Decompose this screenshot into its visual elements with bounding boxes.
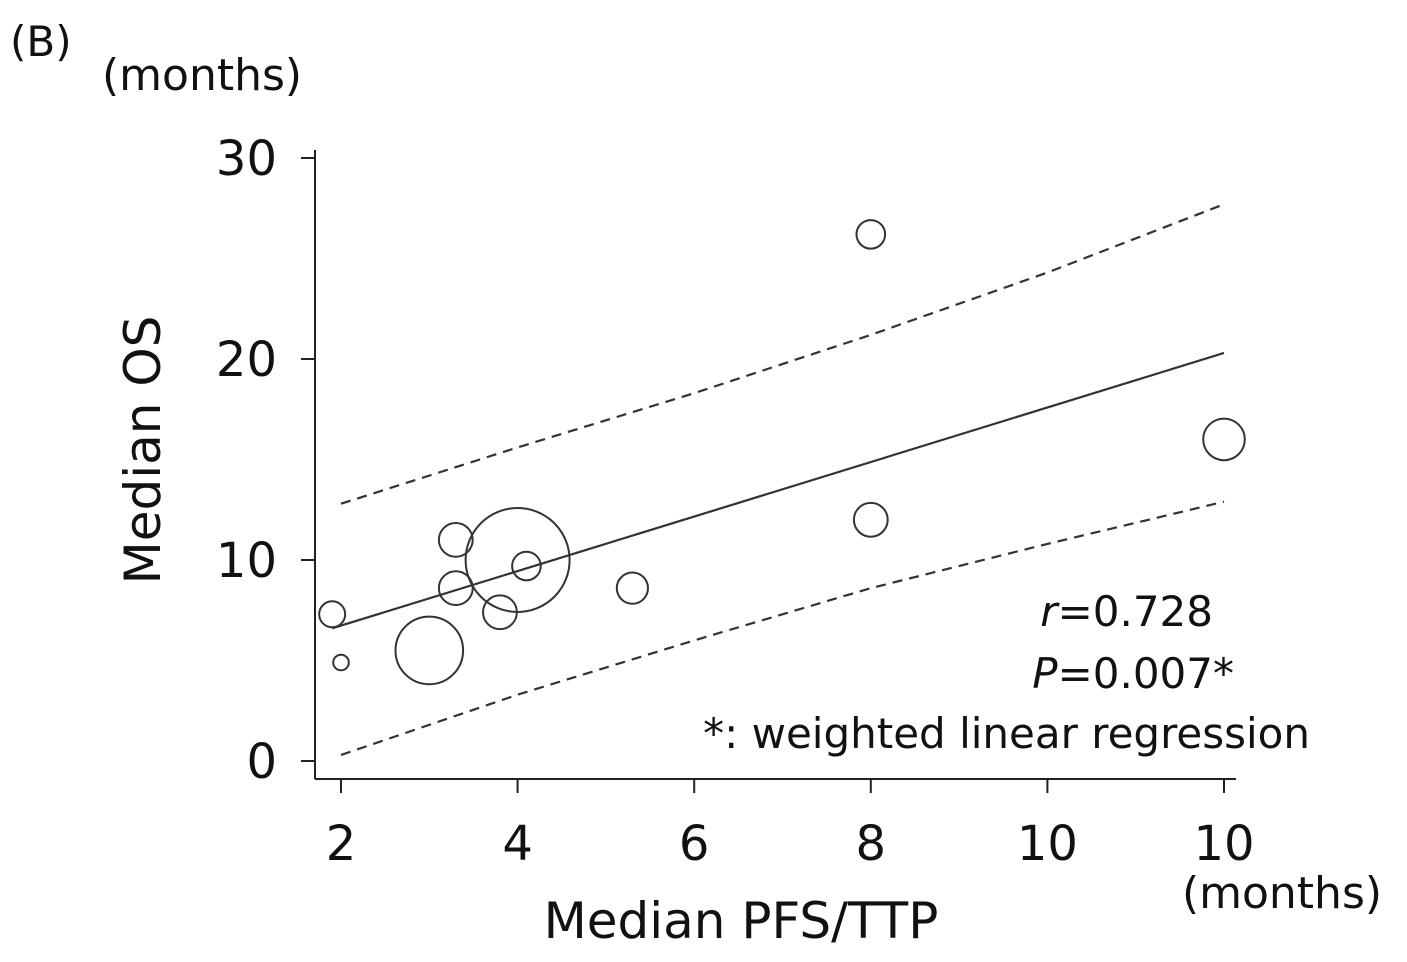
data-point	[464, 507, 571, 613]
r-annotation: r=0.728	[1040, 587, 1213, 636]
data-point	[394, 615, 465, 686]
y-axis-title: Median OS	[114, 316, 172, 585]
ci-lower-line	[340, 500, 1225, 757]
data-point	[855, 219, 887, 250]
y-axis-ticks: 0 10 20 30	[216, 131, 315, 790]
data-point	[318, 600, 347, 629]
y-tick-label: 0	[246, 734, 277, 790]
regression-lines	[331, 203, 1225, 757]
y-tick-label: 10	[216, 533, 277, 589]
data-point	[511, 550, 542, 582]
x-tick-label: 8	[856, 816, 887, 872]
p-annotation: P=0.007*	[1032, 649, 1234, 698]
regression-line	[331, 351, 1225, 630]
data-point	[1202, 417, 1246, 462]
panel-label: (B)	[10, 17, 72, 66]
x-tick-label: 4	[502, 816, 533, 872]
x-axis-ticks: 2 4 6 8 10 10	[326, 779, 1255, 872]
r-value: =0.728	[1058, 587, 1213, 636]
x-axis-title: Median PFS/TTP	[544, 892, 939, 950]
x-tick-label: 10	[1193, 816, 1254, 872]
data-point	[332, 653, 350, 672]
data-point	[852, 501, 889, 538]
statistics-annotation: r=0.728 P=0.007* *: weighted linear regr…	[703, 587, 1310, 758]
p-symbol: P	[1032, 649, 1058, 698]
y-tick-label: 20	[216, 332, 277, 388]
p-value: =0.007*	[1058, 649, 1234, 698]
x-unit-label: (months)	[1182, 868, 1382, 919]
data-point	[615, 571, 649, 605]
ci-upper-line	[340, 203, 1225, 505]
x-tick-label: 10	[1017, 816, 1078, 872]
y-unit-label: (months)	[102, 50, 302, 101]
data-point	[437, 522, 474, 558]
axes	[314, 150, 1236, 780]
regression-note: *: weighted linear regression	[703, 709, 1310, 758]
y-tick-label: 30	[216, 131, 277, 187]
x-tick-label: 6	[679, 816, 710, 872]
data-points	[318, 219, 1246, 686]
r-symbol: r	[1040, 587, 1060, 636]
x-tick-label: 2	[326, 816, 357, 872]
